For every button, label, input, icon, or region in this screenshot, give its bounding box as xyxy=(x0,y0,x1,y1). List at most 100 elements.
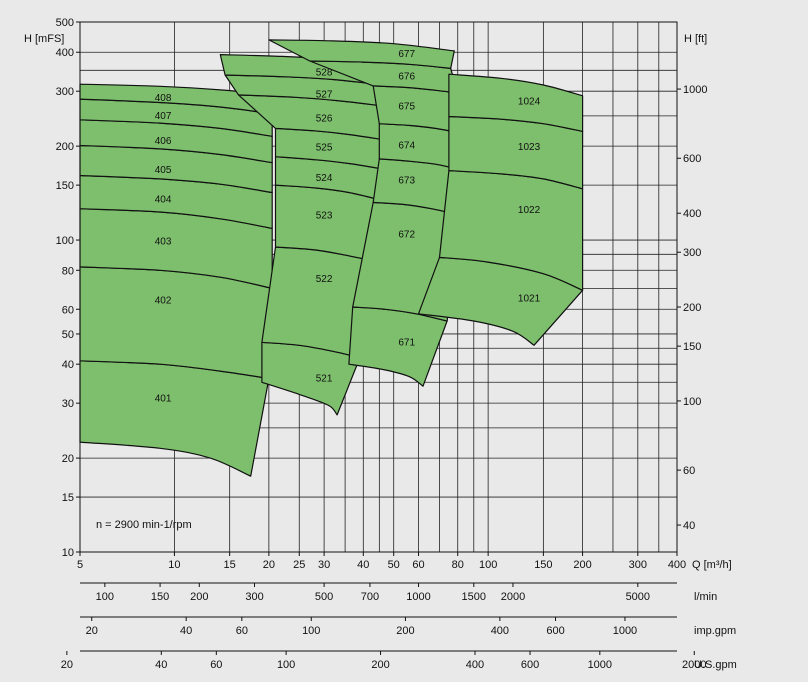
secondary-tick-label: 700 xyxy=(361,591,379,603)
x-tick-label: 400 xyxy=(668,559,686,571)
x-tick-label: 20 xyxy=(263,559,275,571)
secondary-axis-label: l/min xyxy=(694,591,717,603)
y-tick-label: 30 xyxy=(62,398,74,410)
secondary-flow-axes: 100 150 200 300 500 700 1000 1500 2000 5000 l/min 2… xyxy=(61,582,737,671)
secondary-tick-label: 200 xyxy=(190,591,208,603)
secondary-tick-label: 2000 xyxy=(682,659,706,671)
x-tick-label: 300 xyxy=(629,559,647,571)
y-tick-label: 100 xyxy=(56,235,74,247)
x-tick-label: 150 xyxy=(534,559,552,571)
y-right-tick-label: 400 xyxy=(683,208,701,220)
y-tick-label: 10 xyxy=(62,547,74,559)
y-tick-label: 60 xyxy=(62,304,74,316)
secondary-axis-label: imp.gpm xyxy=(694,625,736,637)
x-tick-label: 5 xyxy=(77,559,83,571)
y-axis-left-ticks: 10 15 20 30 40 50 60 80 100 150 200 300 400 500 xyxy=(56,17,80,559)
secondary-tick-label: 100 xyxy=(302,625,320,637)
y-tick-label: 20 xyxy=(62,453,74,465)
x-axis-label: Q [m³/h] xyxy=(692,559,732,571)
x-tick-label: 40 xyxy=(357,559,369,571)
zone-label-401: 401 xyxy=(155,394,172,405)
zone-label-677: 677 xyxy=(398,49,415,60)
secondary-tick-label: 20 xyxy=(61,659,73,671)
zone-label-1024: 1024 xyxy=(518,97,541,108)
secondary-tick-label: 1000 xyxy=(406,591,430,603)
y-tick-label: 200 xyxy=(56,141,74,153)
y-axis-right-label: H [ft] xyxy=(684,33,707,45)
secondary-axis-label: U.S.gpm xyxy=(694,659,737,671)
zone-label-402: 402 xyxy=(155,296,172,307)
zone-label-528: 528 xyxy=(316,67,333,78)
secondary-tick-label: 40 xyxy=(180,625,192,637)
zone-label-674: 674 xyxy=(398,140,415,151)
x-tick-label: 10 xyxy=(168,559,180,571)
zone-label-407: 407 xyxy=(155,111,172,122)
zone-label-527: 527 xyxy=(316,89,333,100)
secondary-tick-label: 150 xyxy=(151,591,169,603)
x-tick-label: 25 xyxy=(293,559,305,571)
secondary-tick-label: 40 xyxy=(155,659,167,671)
x-tick-label: 15 xyxy=(224,559,236,571)
secondary-tick-label: 100 xyxy=(96,591,114,603)
pump-zone-677 xyxy=(268,39,455,69)
zone-label-671: 671 xyxy=(398,337,415,348)
secondary-tick-label: 60 xyxy=(210,659,222,671)
y-right-tick-label: 600 xyxy=(683,153,701,165)
zone-label-405: 405 xyxy=(155,165,172,176)
secondary-tick-label: 300 xyxy=(245,591,263,603)
secondary-tick-label: 600 xyxy=(521,659,539,671)
y-axis-right-ticks: 40 60 100 150 200 300 400 600 1000 xyxy=(677,84,707,532)
x-axis-ticks: 5 10 15 20 25 30 40 50 60 80 100 150 200 300 400 xyxy=(77,552,686,571)
zone-label-523: 523 xyxy=(316,210,333,221)
zone-label-408: 408 xyxy=(155,93,172,104)
zone-label-525: 525 xyxy=(316,143,333,154)
y-tick-label: 40 xyxy=(62,359,74,371)
y-tick-label: 50 xyxy=(62,329,74,341)
secondary-tick-label: 400 xyxy=(466,659,484,671)
speed-note: n = 2900 min-1/rpm xyxy=(96,519,192,531)
secondary-tick-label: 1000 xyxy=(588,659,612,671)
y-right-tick-label: 100 xyxy=(683,396,701,408)
zone-label-675: 675 xyxy=(398,101,415,112)
zone-label-673: 673 xyxy=(398,176,415,187)
y-right-tick-label: 60 xyxy=(683,465,695,477)
secondary-tick-label: 1500 xyxy=(462,591,486,603)
secondary-tick-label: 2000 xyxy=(501,591,525,603)
zone-label-524: 524 xyxy=(316,173,333,184)
zone-label-1023: 1023 xyxy=(518,142,541,153)
zone-label-676: 676 xyxy=(398,71,415,82)
plot-frame xyxy=(79,21,678,553)
y-right-tick-label: 300 xyxy=(683,247,701,259)
pump-zone-labels: 401 402 403 404 405 406 407 408 521 522 523 524 525 5… xyxy=(155,49,541,405)
secondary-tick-label: 600 xyxy=(546,625,564,637)
zone-label-522: 522 xyxy=(316,274,333,285)
pump-zones xyxy=(79,39,584,477)
secondary-tick-label: 500 xyxy=(315,591,333,603)
y-tick-label: 15 xyxy=(62,492,74,504)
y-tick-label: 400 xyxy=(56,47,74,59)
x-tick-label: 80 xyxy=(452,559,464,571)
zone-label-1021: 1021 xyxy=(518,293,541,304)
y-right-tick-label: 150 xyxy=(683,341,701,353)
y-tick-label: 300 xyxy=(56,86,74,98)
secondary-tick-label: 5000 xyxy=(626,591,650,603)
x-tick-label: 100 xyxy=(479,559,497,571)
secondary-tick-label: 200 xyxy=(371,659,389,671)
y-right-tick-label: 1000 xyxy=(683,84,707,96)
zone-label-672: 672 xyxy=(398,230,415,241)
x-tick-label: 60 xyxy=(412,559,424,571)
y-tick-label: 500 xyxy=(56,17,74,29)
pump-zone-1024 xyxy=(448,73,584,132)
zone-label-521: 521 xyxy=(316,373,333,384)
secondary-tick-label: 100 xyxy=(277,659,295,671)
zone-label-526: 526 xyxy=(316,114,333,125)
secondary-tick-label: 200 xyxy=(396,625,414,637)
y-axis-left-label: H [mFS] xyxy=(24,33,64,45)
secondary-tick-label: 1000 xyxy=(613,625,637,637)
zone-label-403: 403 xyxy=(155,236,172,247)
zone-label-1022: 1022 xyxy=(518,205,541,216)
secondary-tick-label: 60 xyxy=(236,625,248,637)
pump-zone-402 xyxy=(79,266,273,380)
zone-label-406: 406 xyxy=(155,136,172,147)
